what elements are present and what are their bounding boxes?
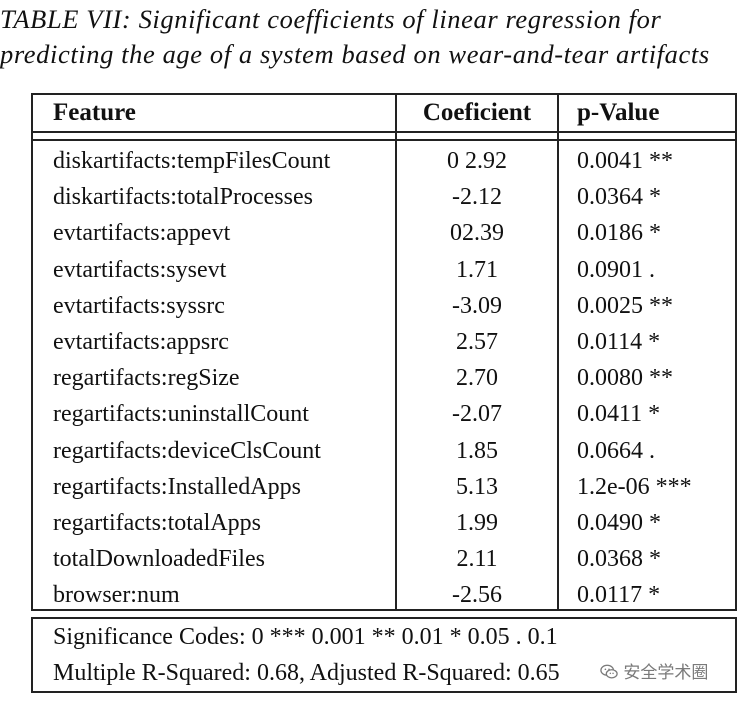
header-feature: Feature — [53, 99, 136, 126]
feature-cell: regartifacts:InstalledApps — [53, 473, 301, 500]
significance-codes: Significance Codes: 0 *** 0.001 ** 0.01 … — [53, 624, 558, 650]
pvalue-cell: 0.0080 ** — [577, 365, 673, 392]
coefficient-cell: 0 2.92 — [447, 148, 507, 174]
feature-cell: browser:num — [53, 582, 180, 609]
watermark-text: 安全学术圈 — [623, 663, 709, 683]
coefficient-cell: 2.11 — [456, 546, 498, 573]
coefficient-cell: 2.70 — [456, 365, 498, 392]
caption-line-2: predicting the age of a system based on … — [0, 39, 710, 69]
pvalue-cell: 0.0114 * — [577, 329, 661, 355]
r-squared: Multiple R-Squared: 0.68, Adjusted R-Squ… — [53, 660, 560, 686]
pvalue-cell: 0.0041 ** — [577, 148, 673, 174]
coefficient-cell: -2.56 — [452, 582, 502, 609]
feature-cell: diskartifacts:totalProcesses — [53, 184, 313, 211]
feature-cell: regartifacts:uninstallCount — [53, 401, 309, 428]
feature-cell: regartifacts:deviceClsCount — [53, 437, 321, 464]
column-divider-2 — [557, 95, 559, 609]
pvalue-cell: 0.0025 ** — [577, 292, 673, 319]
coefficient-cell: 1.71 — [456, 256, 498, 283]
feature-cell: regartifacts:regSize — [53, 365, 240, 392]
wechat-icon — [600, 664, 618, 679]
regression-table: Feature Coeficient p-Value diskartifacts… — [31, 93, 737, 611]
feature-cell: diskartifacts:tempFilesCount — [53, 148, 331, 174]
header-coefficient: Coeficient — [422, 99, 532, 126]
table-caption: TABLE VII: Significant coefficients of l… — [0, 2, 750, 72]
caption-line-1: TABLE VII: Significant coefficients of l… — [0, 4, 662, 34]
coefficient-cell: -2.07 — [452, 401, 502, 428]
feature-cell: totalDownloadedFiles — [53, 546, 265, 573]
header-pvalue: p-Value — [577, 99, 660, 126]
pvalue-cell: 0.0411 * — [577, 401, 661, 428]
pvalue-cell: 0.0117 * — [577, 582, 661, 609]
feature-cell: regartifacts:totalApps — [53, 510, 261, 536]
feature-cell: evtartifacts:appsrc — [53, 329, 229, 355]
header-rule-double — [33, 139, 735, 141]
coefficient-cell: 02.39 — [450, 220, 504, 247]
coefficient-cell: -3.09 — [452, 292, 502, 319]
table-footer: Significance Codes: 0 *** 0.001 ** 0.01 … — [31, 617, 737, 693]
pvalue-cell: 0.0901 . — [577, 256, 655, 283]
coefficient-cell: 2.57 — [456, 329, 498, 355]
feature-cell: evtartifacts:sysevt — [53, 256, 227, 283]
watermark: 安全学术圈 — [598, 658, 711, 683]
pvalue-cell: 0.0364 * — [577, 184, 661, 211]
pvalue-cell: 0.0368 * — [577, 546, 661, 573]
coefficient-cell: 1.85 — [456, 437, 498, 464]
feature-cell: evtartifacts:syssrc — [53, 292, 225, 319]
coefficient-cell: -2.12 — [452, 184, 502, 211]
pvalue-cell: 0.0186 * — [577, 220, 661, 247]
pvalue-cell: 1.2e-06 *** — [577, 473, 692, 500]
coefficient-cell: 1.99 — [456, 510, 498, 536]
pvalue-cell: 0.0664 . — [577, 437, 655, 464]
column-divider-1 — [395, 95, 397, 609]
feature-cell: evtartifacts:appevt — [53, 220, 231, 247]
header-rule — [33, 131, 735, 133]
pvalue-cell: 0.0490 * — [577, 510, 661, 536]
coefficient-cell: 5.13 — [456, 473, 498, 500]
